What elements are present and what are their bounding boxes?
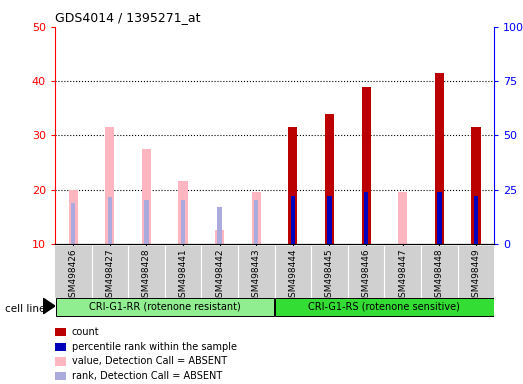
- Bar: [142, 149, 151, 244]
- Bar: [254, 200, 258, 244]
- Text: GSM498445: GSM498445: [325, 248, 334, 303]
- Bar: [435, 73, 444, 244]
- Bar: [108, 197, 112, 244]
- Text: GSM498426: GSM498426: [69, 248, 78, 303]
- Bar: [437, 192, 441, 244]
- FancyBboxPatch shape: [275, 298, 494, 316]
- Text: GSM498428: GSM498428: [142, 248, 151, 303]
- FancyBboxPatch shape: [55, 298, 274, 316]
- Text: GDS4014 / 1395271_at: GDS4014 / 1395271_at: [55, 11, 200, 24]
- Bar: [144, 200, 149, 244]
- Text: percentile rank within the sample: percentile rank within the sample: [72, 342, 236, 352]
- Text: GSM498447: GSM498447: [398, 248, 407, 303]
- Text: GSM498443: GSM498443: [252, 248, 261, 303]
- Text: CRI-G1-RS (rotenone sensitive): CRI-G1-RS (rotenone sensitive): [309, 302, 460, 312]
- Bar: [105, 127, 115, 244]
- Bar: [327, 196, 332, 244]
- Bar: [398, 192, 407, 244]
- Bar: [288, 127, 298, 244]
- Bar: [215, 230, 224, 244]
- Bar: [471, 127, 481, 244]
- Text: count: count: [72, 327, 99, 337]
- Bar: [291, 196, 295, 244]
- Bar: [178, 182, 188, 244]
- Text: GSM498449: GSM498449: [471, 248, 481, 303]
- Text: GSM498442: GSM498442: [215, 248, 224, 303]
- Text: GSM498444: GSM498444: [288, 248, 298, 303]
- Bar: [364, 192, 368, 244]
- Bar: [325, 114, 334, 244]
- Bar: [252, 192, 261, 244]
- Bar: [71, 203, 75, 244]
- Text: CRI-G1-RR (rotenone resistant): CRI-G1-RR (rotenone resistant): [89, 302, 241, 312]
- Text: GSM498427: GSM498427: [105, 248, 115, 303]
- Bar: [361, 86, 371, 244]
- Bar: [474, 196, 478, 244]
- Text: cell line: cell line: [5, 304, 46, 314]
- Bar: [69, 190, 78, 244]
- Text: rank, Detection Call = ABSENT: rank, Detection Call = ABSENT: [72, 371, 222, 381]
- Polygon shape: [43, 298, 55, 314]
- Text: GSM498441: GSM498441: [178, 248, 188, 303]
- Text: GSM498448: GSM498448: [435, 248, 444, 303]
- Text: GSM498446: GSM498446: [361, 248, 371, 303]
- Bar: [218, 207, 222, 244]
- Text: value, Detection Call = ABSENT: value, Detection Call = ABSENT: [72, 356, 227, 366]
- Bar: [181, 200, 185, 244]
